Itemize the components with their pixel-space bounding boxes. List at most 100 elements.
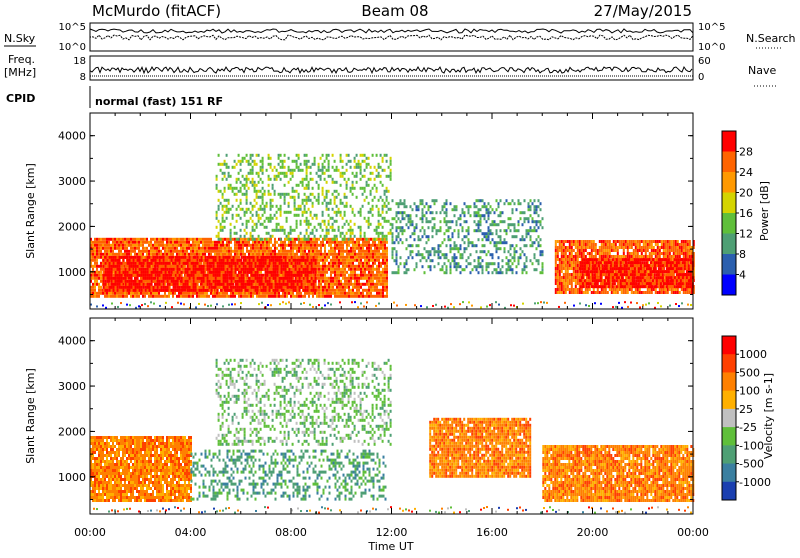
- power-cell: [263, 289, 265, 292]
- power-cell: [169, 283, 171, 286]
- power-cell: [589, 246, 591, 249]
- power-cell: [220, 247, 222, 250]
- power-cell: [315, 277, 317, 280]
- power-cell: [127, 274, 129, 277]
- power-cell: [685, 246, 687, 249]
- power-cell: [127, 286, 129, 289]
- power-cell: [384, 247, 386, 250]
- power-cell: [137, 274, 139, 277]
- freq-unit-label: [MHz]: [4, 66, 36, 79]
- power-cell: [573, 291, 575, 294]
- power-cell: [336, 256, 338, 259]
- power-cell: [352, 295, 354, 298]
- power-cell: [165, 265, 167, 268]
- power-cell: [98, 238, 100, 241]
- power-cell: [372, 271, 374, 274]
- power-cell: [192, 295, 194, 298]
- power-cell: [297, 262, 299, 265]
- power-cell: [310, 292, 312, 295]
- power-cell: [120, 238, 122, 241]
- power-cell: [270, 292, 272, 295]
- power-cell: [217, 268, 219, 271]
- power-cell: [565, 279, 567, 282]
- power-cell: [555, 246, 557, 249]
- power-cell: [183, 283, 185, 286]
- power-cell: [138, 250, 140, 253]
- power-cell: [252, 244, 254, 247]
- power-cell: [653, 249, 655, 252]
- power-cell: [257, 280, 259, 283]
- power-cell: [113, 277, 115, 280]
- power-heatmap: [90, 154, 695, 309]
- power-cell: [254, 292, 256, 295]
- power-cell: [671, 243, 673, 246]
- power-cell: [637, 243, 639, 246]
- power-cell: [188, 253, 190, 256]
- power-cell: [663, 246, 665, 249]
- power-cell: [134, 244, 136, 247]
- power-cell: [334, 241, 336, 244]
- power-cell: [336, 292, 338, 295]
- power-cell: [128, 292, 130, 295]
- power-cell: [215, 280, 217, 283]
- power-cell: [601, 249, 603, 252]
- power-cell: [192, 244, 194, 247]
- power-cell: [358, 238, 360, 241]
- power-cell: [259, 268, 261, 271]
- power-cell: [171, 277, 173, 280]
- power-cell: [340, 259, 342, 262]
- power-cell: [235, 262, 237, 265]
- power-cell: [182, 247, 184, 250]
- power-cell: [281, 265, 283, 268]
- power-cell: [324, 271, 326, 274]
- power-cell: [107, 268, 109, 271]
- power-cell: [139, 274, 141, 277]
- power-cell: [180, 238, 182, 241]
- power-cell: [240, 253, 242, 256]
- power-cell: [195, 265, 197, 268]
- power-cell: [344, 262, 346, 265]
- power-cell: [182, 250, 184, 253]
- power-cell: [350, 241, 352, 244]
- power-cell: [183, 259, 185, 262]
- power-cell: [135, 277, 137, 280]
- power-cell: [151, 268, 153, 271]
- power-cell: [275, 280, 277, 283]
- power-cell: [262, 295, 264, 298]
- power-cell: [139, 265, 141, 268]
- power-cell: [307, 289, 309, 292]
- power-cell: [223, 265, 225, 268]
- power-cell: [279, 277, 281, 280]
- power-cell: [324, 265, 326, 268]
- power-cell: [295, 286, 297, 289]
- power-cell: [216, 247, 218, 250]
- power-cell: [121, 256, 123, 259]
- power-cell: [342, 256, 344, 259]
- power-cell: [249, 262, 251, 265]
- power-cell: [263, 259, 265, 262]
- power-cell: [165, 268, 167, 271]
- power-cell: [605, 246, 607, 249]
- power-cell: [243, 256, 245, 259]
- power-cell: [260, 241, 262, 244]
- power-cell: [158, 250, 160, 253]
- power-cell: [314, 244, 316, 247]
- power-cell: [651, 246, 653, 249]
- power-cell: [324, 277, 326, 280]
- power-cell: [374, 262, 376, 265]
- power-cell: [324, 289, 326, 292]
- power-cell: [234, 247, 236, 250]
- power-cell: [297, 274, 299, 277]
- power-cell: [272, 244, 274, 247]
- power-cell: [220, 244, 222, 247]
- power-cell: [134, 238, 136, 241]
- power-cell: [158, 244, 160, 247]
- power-cell: [219, 280, 221, 283]
- power-cell: [299, 256, 301, 259]
- power-cell: [571, 282, 573, 285]
- power-cell: [659, 252, 661, 255]
- power-cell: [595, 246, 597, 249]
- power-cell: [340, 256, 342, 259]
- power-cell: [655, 288, 657, 291]
- power-cell: [182, 244, 184, 247]
